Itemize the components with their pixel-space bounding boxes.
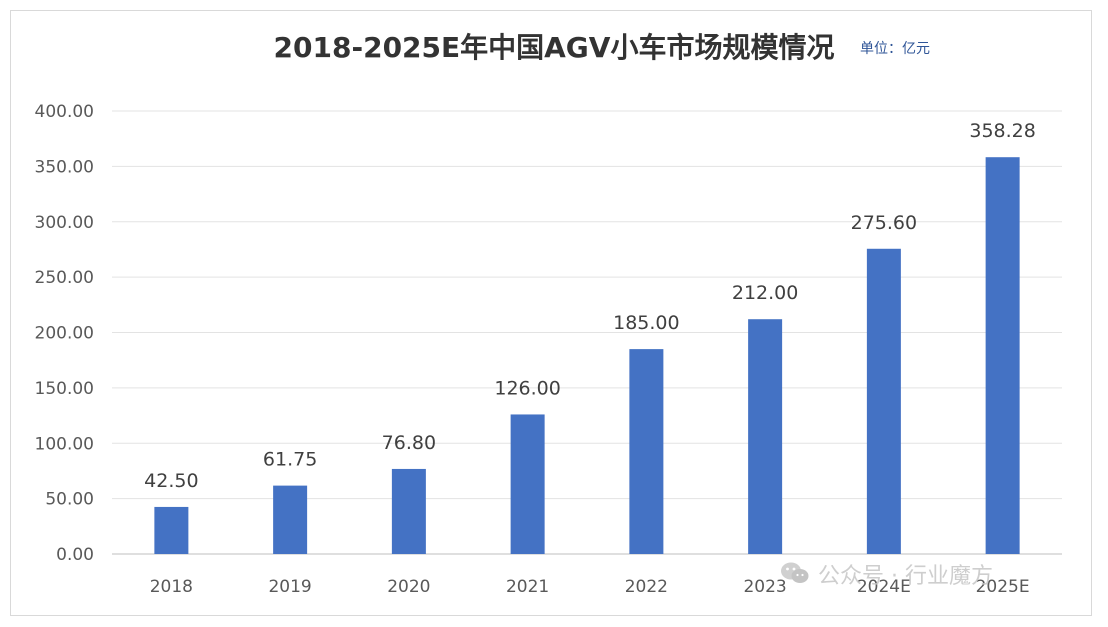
x-tick-label: 2022 bbox=[625, 577, 668, 597]
x-tick-label: 2025E bbox=[976, 577, 1030, 597]
bar bbox=[866, 248, 901, 554]
data-label: 185.00 bbox=[613, 312, 679, 334]
data-label: 212.00 bbox=[732, 282, 798, 304]
x-tick-label: 2020 bbox=[387, 577, 430, 597]
watermark-text: 公众号 · 行业魔方 bbox=[818, 564, 993, 589]
data-label: 76.80 bbox=[382, 432, 436, 454]
data-label: 358.28 bbox=[969, 120, 1035, 142]
y-tick-label: 400.00 bbox=[35, 102, 94, 122]
bar bbox=[985, 157, 1020, 554]
x-tick-label: 2019 bbox=[268, 577, 311, 597]
y-tick-label: 150.00 bbox=[35, 379, 94, 399]
chart-title: 2018-2025E年中国AGV小车市场规模情况 bbox=[273, 31, 835, 64]
x-tick-label: 2021 bbox=[506, 577, 549, 597]
y-tick-label: 200.00 bbox=[35, 324, 94, 344]
y-tick-label: 0.00 bbox=[56, 545, 94, 565]
wechat-icon bbox=[781, 562, 809, 583]
data-label: 42.50 bbox=[144, 470, 198, 492]
bar bbox=[510, 414, 545, 554]
data-label: 126.00 bbox=[494, 377, 560, 399]
bar bbox=[629, 349, 664, 554]
y-tick-label: 100.00 bbox=[35, 434, 94, 454]
x-tick-label: 2018 bbox=[150, 577, 193, 597]
y-tick-label: 250.00 bbox=[35, 268, 94, 288]
y-tick-label: 350.00 bbox=[35, 157, 94, 177]
unit-label: 单位：亿元 bbox=[860, 41, 930, 57]
data-label: 275.60 bbox=[851, 212, 917, 234]
bar bbox=[748, 319, 783, 554]
x-tick-label: 2023 bbox=[743, 577, 786, 597]
bar bbox=[273, 485, 308, 554]
bar bbox=[391, 468, 426, 554]
y-tick-label: 300.00 bbox=[35, 213, 94, 233]
x-tick-label: 2024E bbox=[857, 577, 911, 597]
bar bbox=[154, 506, 189, 554]
y-tick-label: 50.00 bbox=[45, 490, 94, 510]
data-label: 61.75 bbox=[263, 449, 317, 471]
